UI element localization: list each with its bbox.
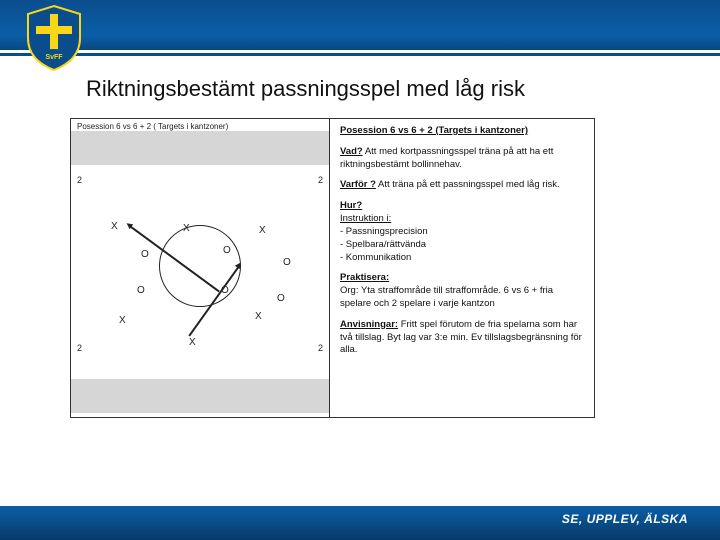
player-x: X	[111, 221, 118, 232]
page-title: Riktningsbestämt passningsspel med låg r…	[0, 50, 720, 102]
edge-num: 2	[318, 343, 323, 353]
header-band	[0, 0, 720, 50]
player-x: X	[183, 223, 190, 234]
anvisningar-label: Anvisningar:	[340, 319, 398, 330]
bullet: - Spelbara/rättvända	[340, 239, 426, 250]
edge-num: 2	[318, 175, 323, 185]
player-x: X	[189, 337, 196, 348]
svff-logo: SvFF	[24, 4, 84, 72]
player-x: X	[119, 315, 126, 326]
field-area: 2 2 2 2 XXXXXXOOOOOO	[71, 165, 329, 379]
header-underline	[0, 53, 720, 56]
footer-band: SE, UPPLEV, ÄLSKA	[0, 506, 720, 540]
praktisera-label: Praktisera:	[340, 272, 389, 283]
edge-num: 2	[77, 175, 82, 185]
bullet: - Kommunikation	[340, 252, 411, 263]
player-o: O	[277, 293, 285, 304]
vad-body: Att med kortpassningsspel träna på att h…	[340, 146, 553, 170]
player-x: X	[255, 311, 262, 322]
description-box: Posession 6 vs 6 + 2 (Targets i kantzone…	[330, 118, 595, 418]
edge-num: 2	[77, 343, 82, 353]
player-o: O	[141, 249, 149, 260]
player-o: O	[137, 285, 145, 296]
hur-label: Hur?	[340, 200, 362, 211]
vad-label: Vad?	[340, 146, 363, 157]
drill-diagram: Posession 6 vs 6 + 2 ( Targets i kantzon…	[70, 118, 330, 418]
footer-tagline: SE, UPPLEV, ÄLSKA	[562, 512, 688, 526]
desc-heading: Posession 6 vs 6 + 2 (Targets i kantzone…	[340, 125, 528, 136]
end-zone-top	[71, 131, 329, 165]
varfor-label: Varför ?	[340, 179, 376, 190]
end-zone-bottom	[71, 379, 329, 413]
instruktion-label: Instruktion i:	[340, 213, 391, 224]
bullet: - Passningsprecision	[340, 226, 428, 237]
praktisera-body: Org: Yta straffområde till straffområde.…	[340, 285, 553, 309]
player-o: O	[223, 245, 231, 256]
player-x: X	[259, 225, 266, 236]
logo-text: SvFF	[45, 54, 63, 61]
varfor-body: Att träna på ett passningsspel med låg r…	[378, 179, 560, 190]
content-row: Posession 6 vs 6 + 2 ( Targets i kantzon…	[0, 102, 720, 418]
player-o: O	[283, 257, 291, 268]
